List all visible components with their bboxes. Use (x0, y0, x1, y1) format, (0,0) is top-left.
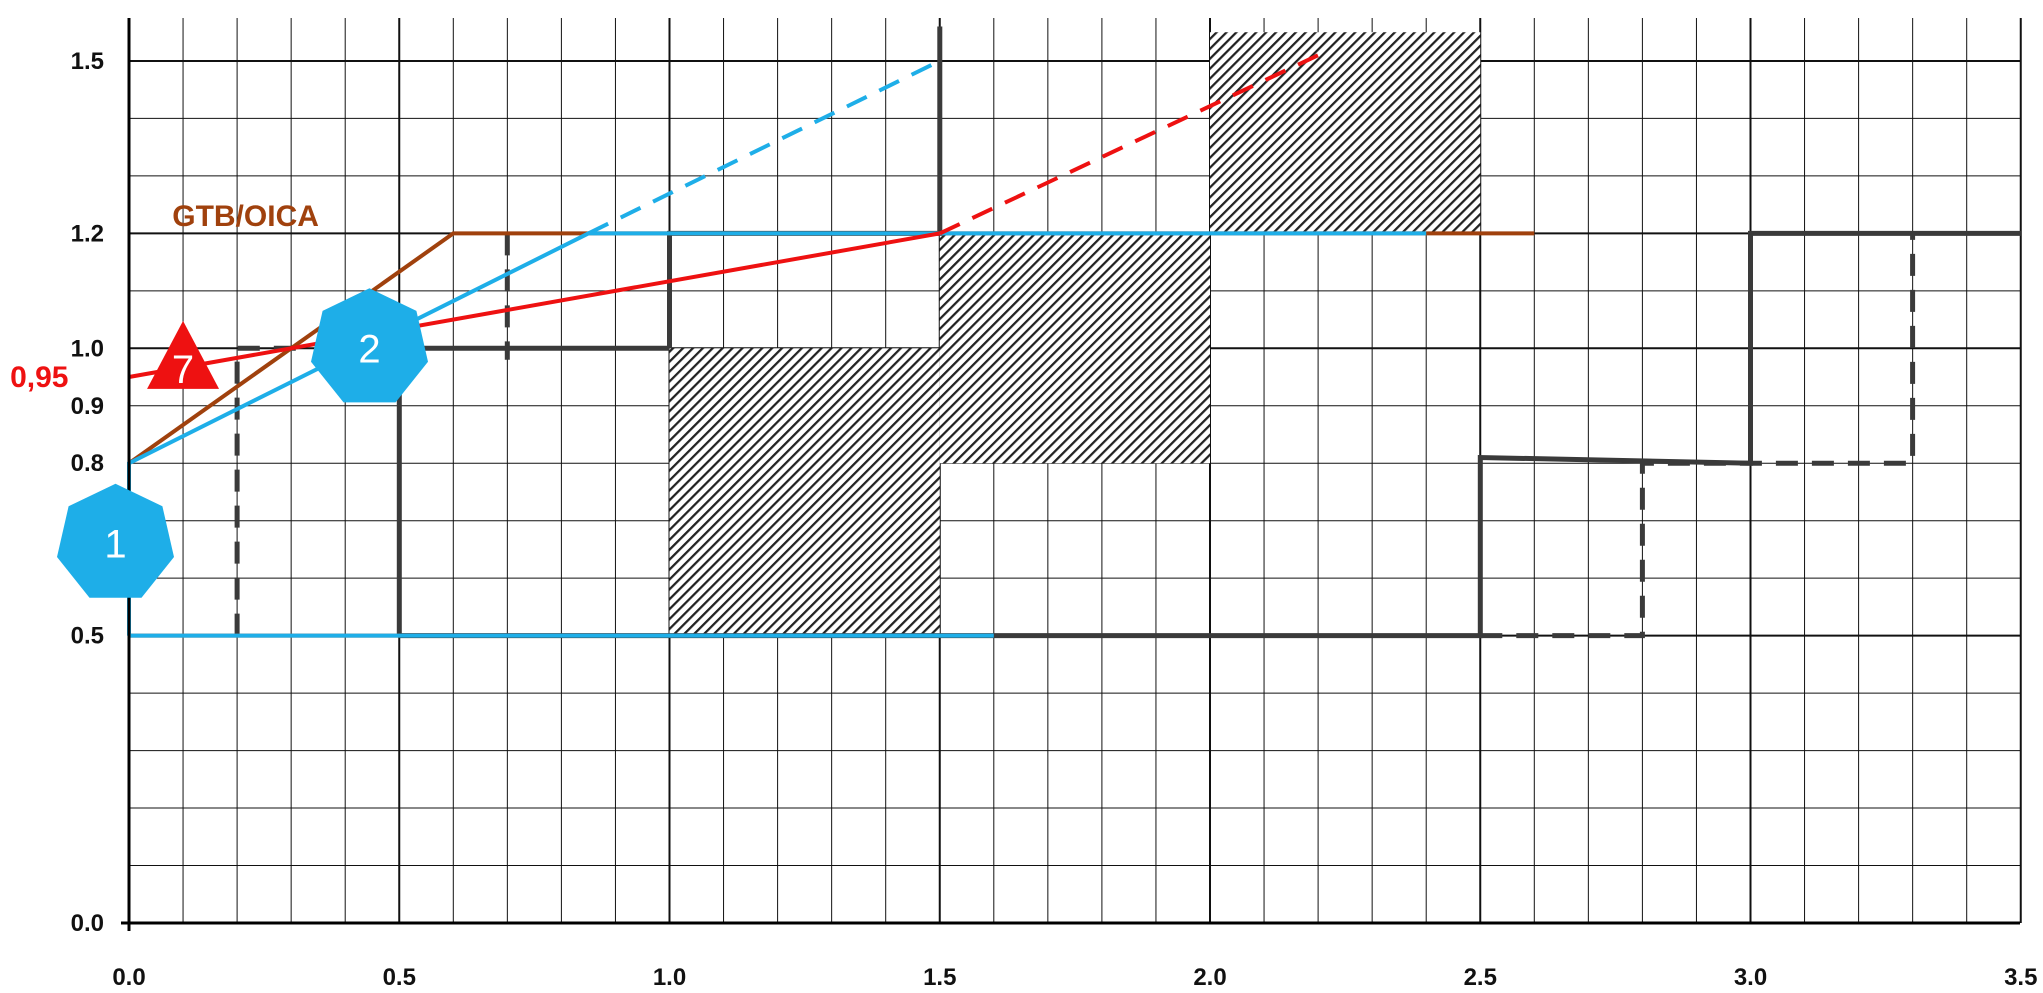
y-tick-label: 1.2 (71, 220, 104, 247)
badge-heptagon-2 (311, 288, 428, 403)
hatched-region (1210, 32, 1481, 234)
grid (128, 18, 2022, 924)
axes: 0.0 0.5 1.0 1.5 2.0 2.5 3.0 3.5 0.0 0.5 0.8 0.9 1.0 1… (71, 18, 2037, 991)
x-tick-label: 3.5 (2004, 964, 2037, 991)
badge-heptagon-1 (57, 483, 174, 598)
x-tick-label: 0.0 (112, 964, 145, 991)
x-tick-label: 2.0 (1193, 964, 1226, 991)
series-line-dark (399, 230, 2021, 639)
x-tick-label: 0.5 (383, 964, 416, 991)
badge-triangle-7 (147, 320, 220, 389)
y-tick-label: 0.9 (71, 393, 104, 420)
series-group (127, 26, 2021, 639)
x-tick-label: 2.5 (1464, 964, 1497, 991)
x-tick-label: 1.5 (923, 964, 956, 991)
series-line-dark (1480, 233, 1916, 639)
value-095-label: 0,95 (10, 361, 68, 394)
series-line-red (128, 231, 941, 379)
badges: 1 2 7 (57, 288, 428, 598)
x-tick-label: 3.0 (1734, 964, 1767, 991)
y-tick-label: 1.0 (71, 335, 104, 362)
annotations: GTB/OICA 0,95 (10, 200, 319, 394)
series-line-cyan (587, 59, 941, 236)
badge-label: 1 (104, 523, 126, 567)
badge-label: 2 (358, 327, 380, 371)
badge-label: 7 (172, 348, 194, 392)
x-tick-label: 1.0 (653, 964, 686, 991)
gtb-oica-label: GTB/OICA (172, 200, 319, 233)
hatched-region (939, 233, 1210, 464)
hatched-region (669, 348, 940, 636)
y-tick-label: 1.5 (71, 48, 104, 75)
series-line-dark (667, 26, 943, 349)
y-tick-label: 0.0 (71, 910, 104, 937)
y-tick-label: 0.8 (71, 450, 104, 477)
hatched-regions (669, 32, 1481, 636)
series-line-dark (396, 345, 670, 636)
y-tick-label: 0.5 (71, 623, 104, 650)
